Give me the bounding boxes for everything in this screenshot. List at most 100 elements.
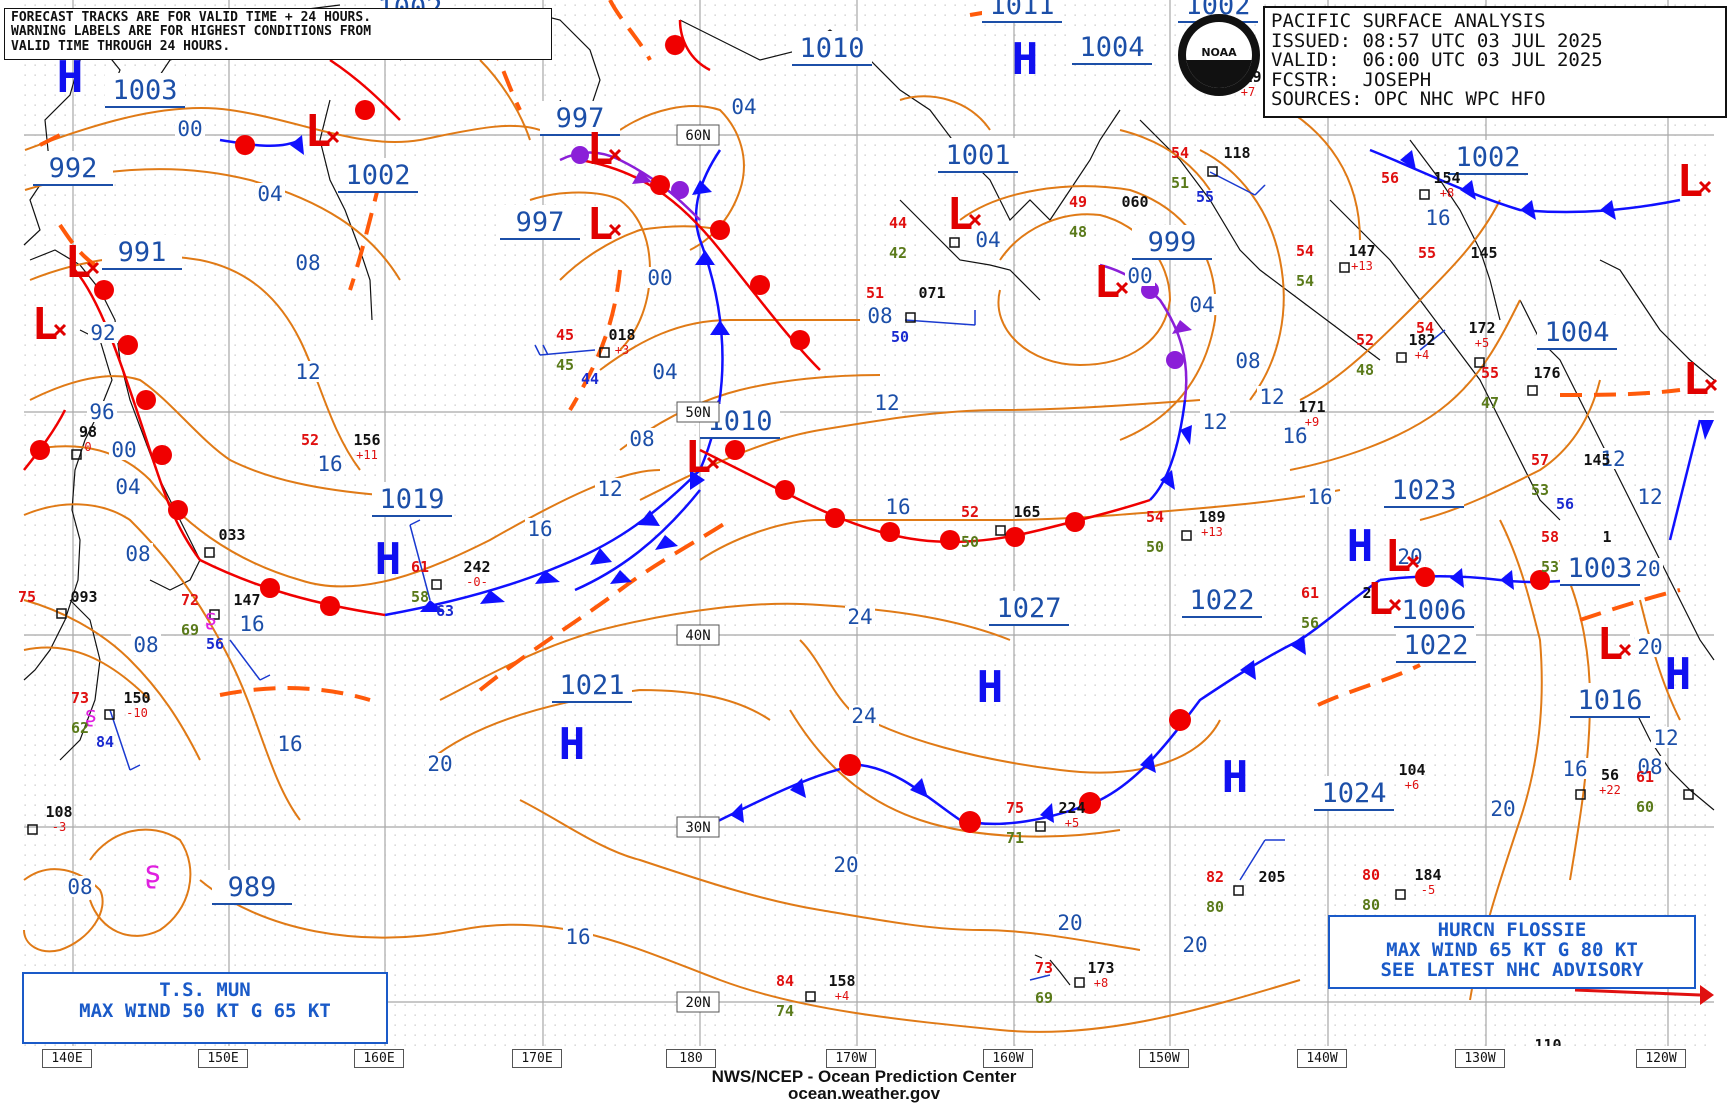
isobar-label: 00: [109, 438, 139, 462]
station-pressure: 147: [233, 591, 260, 609]
isobar-label: 20: [1635, 635, 1665, 659]
pressure-value: 1002: [1185, 0, 1250, 21]
station-plot: 61 60: [1636, 768, 1654, 816]
isobar-value: 24: [847, 605, 872, 629]
pressure-box: 997: [540, 101, 620, 136]
pressure-value: 997: [556, 103, 605, 134]
isobar-label: 04: [650, 360, 680, 384]
isobar-label: 24: [849, 704, 879, 728]
isobar-label: 12: [293, 360, 323, 384]
pressure-value: 1003: [1567, 553, 1632, 584]
isobar-label: 08: [123, 542, 153, 566]
pressure-box: 1022: [1182, 583, 1262, 618]
station-temperature: 57: [1531, 451, 1549, 469]
isobar-value: 04: [731, 95, 756, 119]
station-symbols: [27, 166, 1694, 1002]
high-pressure-center: H: [977, 662, 1004, 713]
station-dewpoint: 48: [1069, 223, 1087, 241]
station-dewpoint: 69: [1035, 989, 1053, 1007]
isobar-label: 08: [865, 304, 895, 328]
low-pressure-center: L: [947, 189, 982, 240]
latitude-label: 30N: [676, 816, 720, 838]
pressure-box: 1027: [989, 591, 1069, 626]
station-temperature: 73: [1035, 959, 1053, 977]
station-plot: 52 156+11: [301, 431, 381, 462]
pressure-value: 992: [49, 153, 98, 184]
station-dewpoint: 48: [1356, 361, 1374, 379]
station-tendency: +6: [1405, 778, 1419, 792]
station-temperature: 61: [411, 558, 429, 576]
station-temperature: 84: [776, 972, 794, 990]
station-tendency: -0-: [466, 575, 488, 589]
isobar-value: 20: [1182, 933, 1207, 957]
station-dewpoint: 42: [889, 244, 907, 262]
isobar-label: 12: [1635, 485, 1665, 509]
station-temperature: 75: [18, 588, 36, 606]
footer: NWS/NCEP - Ocean Prediction Center ocean…: [0, 1068, 1728, 1102]
isobar-value: 16: [1282, 424, 1307, 448]
low-label: L: [305, 106, 332, 157]
station-plot: 104+6: [1398, 761, 1425, 792]
pressure-value: 1004: [1079, 32, 1144, 63]
latitude-label: 20N: [676, 991, 720, 1013]
station-tendency: +7: [1241, 85, 1255, 99]
isobar-value: 04: [652, 360, 677, 384]
station-pressure: 154: [1433, 169, 1460, 187]
station-temperature: 52: [1356, 331, 1374, 349]
station-dewpoint: 54: [1296, 272, 1314, 290]
low-pressure-center: L: [1385, 531, 1420, 582]
low-pressure-center: L: [305, 106, 340, 157]
latitude-value: 30N: [685, 820, 710, 836]
station-temperature: 54: [1416, 319, 1434, 337]
station-temperature: 73: [71, 689, 89, 707]
isobar-value: 20: [1635, 557, 1660, 581]
isobar-label: 96: [87, 400, 117, 424]
station-pressure: 033: [218, 526, 245, 544]
station-dewpoint: 45: [556, 356, 574, 374]
header-text: PACIFIC SURFACE ANALYSIS ISSUED: 08:57 U…: [1271, 10, 1603, 110]
isobar-value: 16: [885, 495, 910, 519]
station-tendency: +13: [1351, 259, 1373, 273]
isobar-value: 16: [239, 612, 264, 636]
isobar-value: 08: [67, 875, 92, 899]
low-pressure-center: L: [1677, 156, 1712, 207]
low-pressure-center: L: [32, 299, 67, 350]
isobar-label: 20: [1055, 911, 1085, 935]
isobar-label: 08: [131, 633, 161, 657]
station-plot: 51 071 50: [866, 284, 946, 346]
longitude-label: 120W: [1636, 1049, 1686, 1068]
high-label: H: [559, 719, 586, 770]
isobar-value: 08: [1235, 349, 1260, 373]
station-tendency: +11: [356, 448, 378, 462]
high-label: H: [375, 534, 402, 585]
station-plot: 54 118 51 55: [1171, 144, 1251, 206]
wind-barbs: [109, 171, 1446, 981]
longitude-label: 130W: [1455, 1049, 1505, 1068]
station-plot: 84 158 74 +4: [776, 972, 856, 1020]
pressure-box: 1004: [1072, 30, 1152, 65]
station-pressure: 150: [123, 689, 150, 707]
low-label: L: [1385, 531, 1412, 582]
station-temperature: 58: [1541, 528, 1559, 546]
station-plot: 58 1 53: [1541, 528, 1612, 576]
station-dewpoint: 50: [1146, 538, 1164, 556]
pressure-value: 989: [228, 872, 277, 903]
station-temperature: 55: [1481, 364, 1499, 382]
pressure-value: 991: [118, 237, 167, 268]
storm-flossie-advisory: SEE LATEST NHC ADVISORY: [1380, 959, 1644, 981]
pressure-value: 1016: [1577, 685, 1642, 716]
isobar-value: 12: [874, 391, 899, 415]
station-plot: 56+22: [1599, 766, 1621, 797]
station-temperature: 72: [181, 591, 199, 609]
station-plot: 54 172+5: [1416, 319, 1496, 350]
station-sst: 56: [1556, 495, 1574, 513]
station-temperature: 55: [1418, 244, 1436, 262]
low-label: L: [587, 124, 614, 175]
station-temperature: 54: [1296, 242, 1314, 260]
station-sst: 84: [96, 733, 114, 751]
pressure-box: 1019: [372, 482, 452, 517]
low-pressure-center: L: [1367, 574, 1402, 625]
station-pressure: 158: [828, 972, 855, 990]
isobar-value: 12: [295, 360, 320, 384]
